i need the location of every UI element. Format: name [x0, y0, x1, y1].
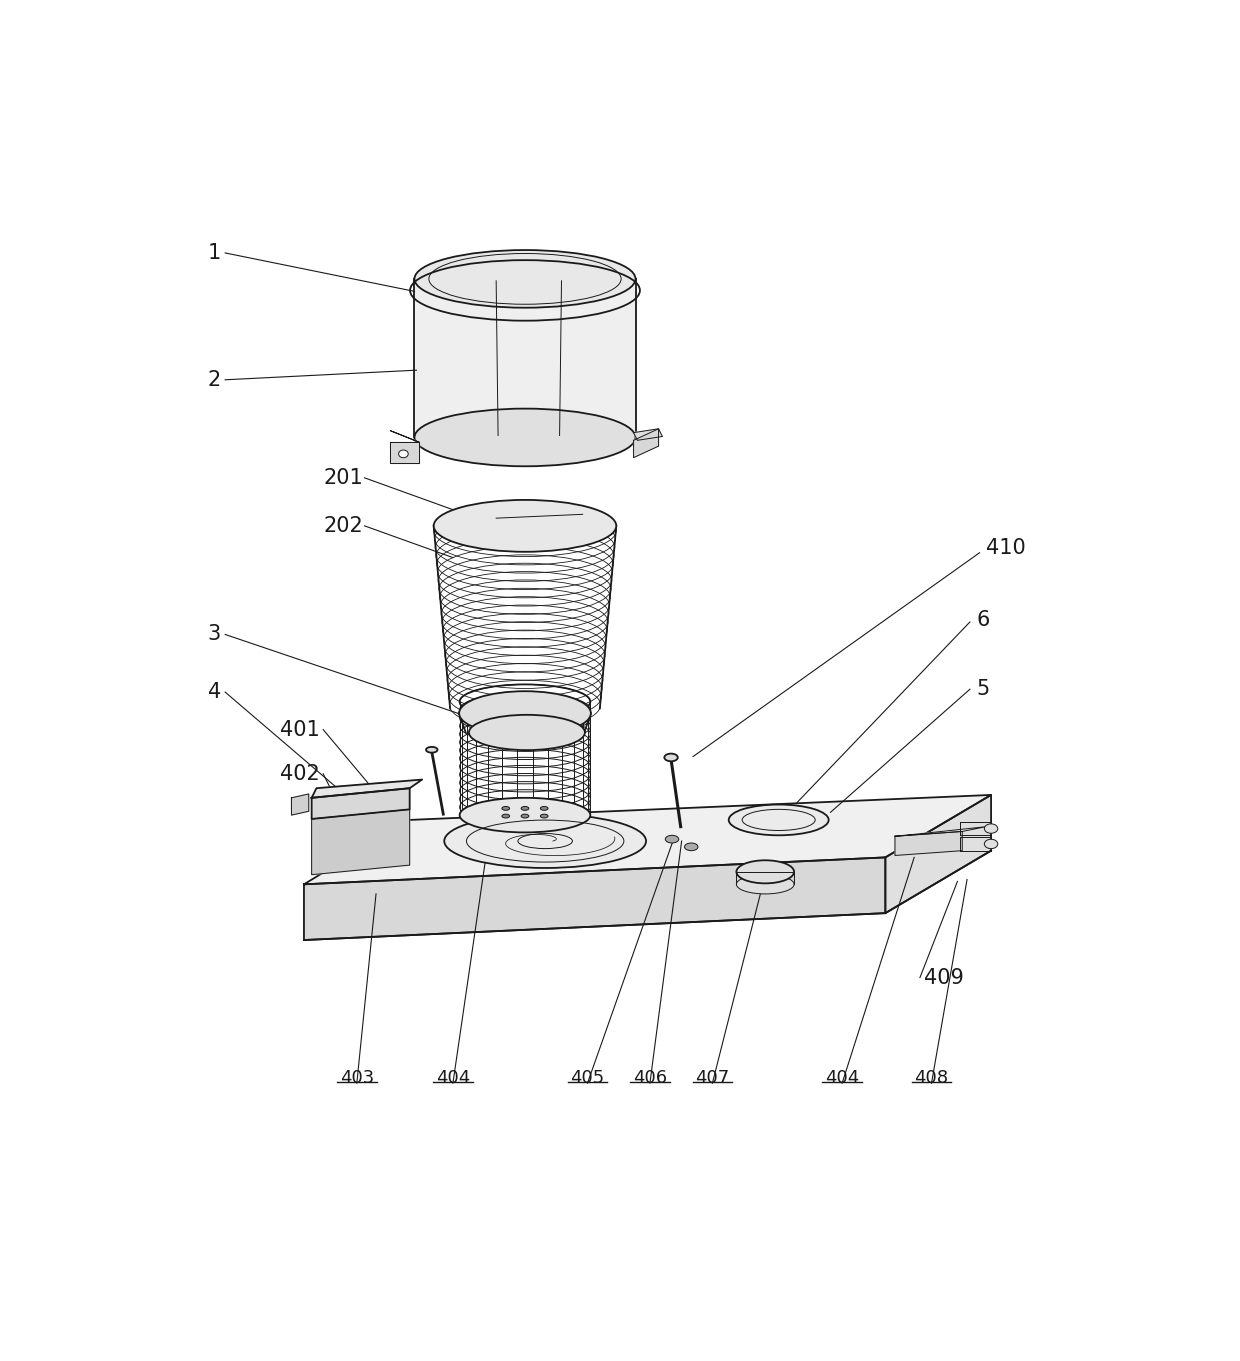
Ellipse shape: [502, 807, 510, 810]
Text: 407: 407: [696, 1068, 729, 1087]
Text: 404: 404: [435, 1068, 470, 1087]
Ellipse shape: [666, 836, 678, 842]
Polygon shape: [634, 429, 662, 441]
Ellipse shape: [737, 860, 794, 883]
Text: 202: 202: [324, 516, 363, 536]
Ellipse shape: [541, 814, 548, 818]
Text: 408: 408: [914, 1068, 949, 1087]
Text: 409: 409: [924, 968, 963, 988]
Ellipse shape: [729, 804, 828, 836]
Ellipse shape: [737, 875, 794, 894]
Polygon shape: [895, 826, 986, 836]
Polygon shape: [311, 810, 409, 875]
Polygon shape: [414, 279, 635, 467]
Ellipse shape: [398, 450, 408, 457]
Ellipse shape: [521, 814, 528, 818]
Text: 405: 405: [570, 1068, 605, 1087]
Text: 404: 404: [825, 1068, 859, 1087]
Text: 5: 5: [977, 679, 990, 700]
Text: 3: 3: [208, 625, 221, 645]
Ellipse shape: [985, 823, 998, 833]
Text: 2: 2: [208, 370, 221, 389]
Polygon shape: [634, 429, 658, 457]
Polygon shape: [311, 780, 422, 798]
Polygon shape: [391, 430, 419, 442]
Polygon shape: [311, 788, 409, 819]
Text: 4: 4: [208, 682, 221, 702]
Ellipse shape: [434, 499, 616, 551]
Polygon shape: [391, 442, 419, 463]
Text: 410: 410: [986, 538, 1025, 558]
Text: 403: 403: [340, 1068, 374, 1087]
Ellipse shape: [427, 747, 438, 753]
Ellipse shape: [414, 408, 635, 467]
Polygon shape: [304, 857, 885, 940]
Text: 406: 406: [632, 1068, 667, 1087]
Ellipse shape: [459, 691, 591, 735]
Ellipse shape: [502, 814, 510, 818]
Ellipse shape: [414, 250, 635, 308]
Ellipse shape: [665, 754, 678, 761]
Ellipse shape: [541, 807, 548, 810]
Text: 1: 1: [208, 242, 221, 263]
Polygon shape: [304, 795, 991, 885]
Text: 402: 402: [280, 764, 320, 784]
Text: 201: 201: [324, 468, 363, 487]
Ellipse shape: [985, 840, 998, 849]
Ellipse shape: [444, 814, 646, 868]
Ellipse shape: [684, 842, 698, 851]
Polygon shape: [895, 832, 962, 856]
Polygon shape: [291, 793, 309, 815]
Polygon shape: [885, 795, 991, 913]
Text: 6: 6: [977, 610, 990, 630]
Ellipse shape: [460, 798, 590, 833]
Text: 401: 401: [280, 720, 320, 739]
Ellipse shape: [469, 715, 585, 750]
Ellipse shape: [521, 807, 528, 810]
